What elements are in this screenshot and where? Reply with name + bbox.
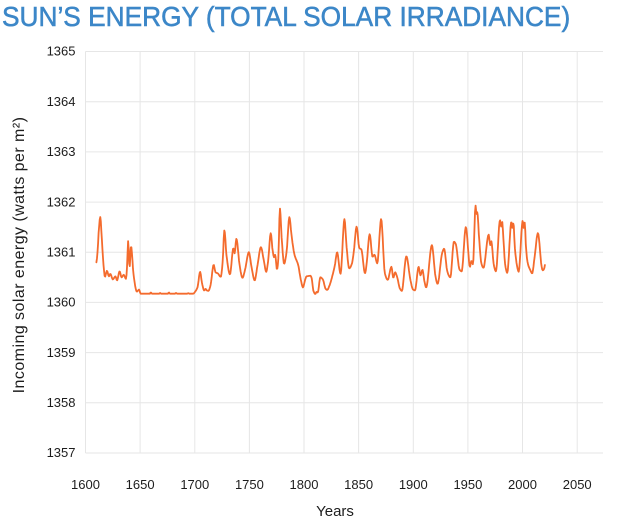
- svg-text:1360: 1360: [47, 295, 76, 310]
- svg-text:1361: 1361: [47, 244, 76, 259]
- svg-text:Incoming solar energy (watts p: Incoming solar energy (watts per m²): [11, 117, 28, 394]
- svg-text:1359: 1359: [47, 345, 76, 360]
- svg-text:2050: 2050: [563, 477, 592, 492]
- svg-text:1600: 1600: [71, 477, 100, 492]
- svg-text:1364: 1364: [47, 94, 76, 109]
- svg-text:1357: 1357: [47, 445, 76, 460]
- svg-text:2000: 2000: [508, 477, 537, 492]
- svg-text:Years: Years: [316, 503, 354, 520]
- svg-text:1700: 1700: [180, 477, 209, 492]
- svg-text:1900: 1900: [399, 477, 428, 492]
- svg-text:1358: 1358: [47, 395, 76, 410]
- svg-text:1950: 1950: [453, 477, 482, 492]
- svg-text:1650: 1650: [126, 477, 155, 492]
- svg-text:1362: 1362: [47, 194, 76, 209]
- svg-text:1850: 1850: [344, 477, 373, 492]
- svg-text:1800: 1800: [290, 477, 319, 492]
- svg-text:1363: 1363: [47, 144, 76, 159]
- svg-text:1750: 1750: [235, 477, 264, 492]
- svg-text:1365: 1365: [47, 44, 76, 59]
